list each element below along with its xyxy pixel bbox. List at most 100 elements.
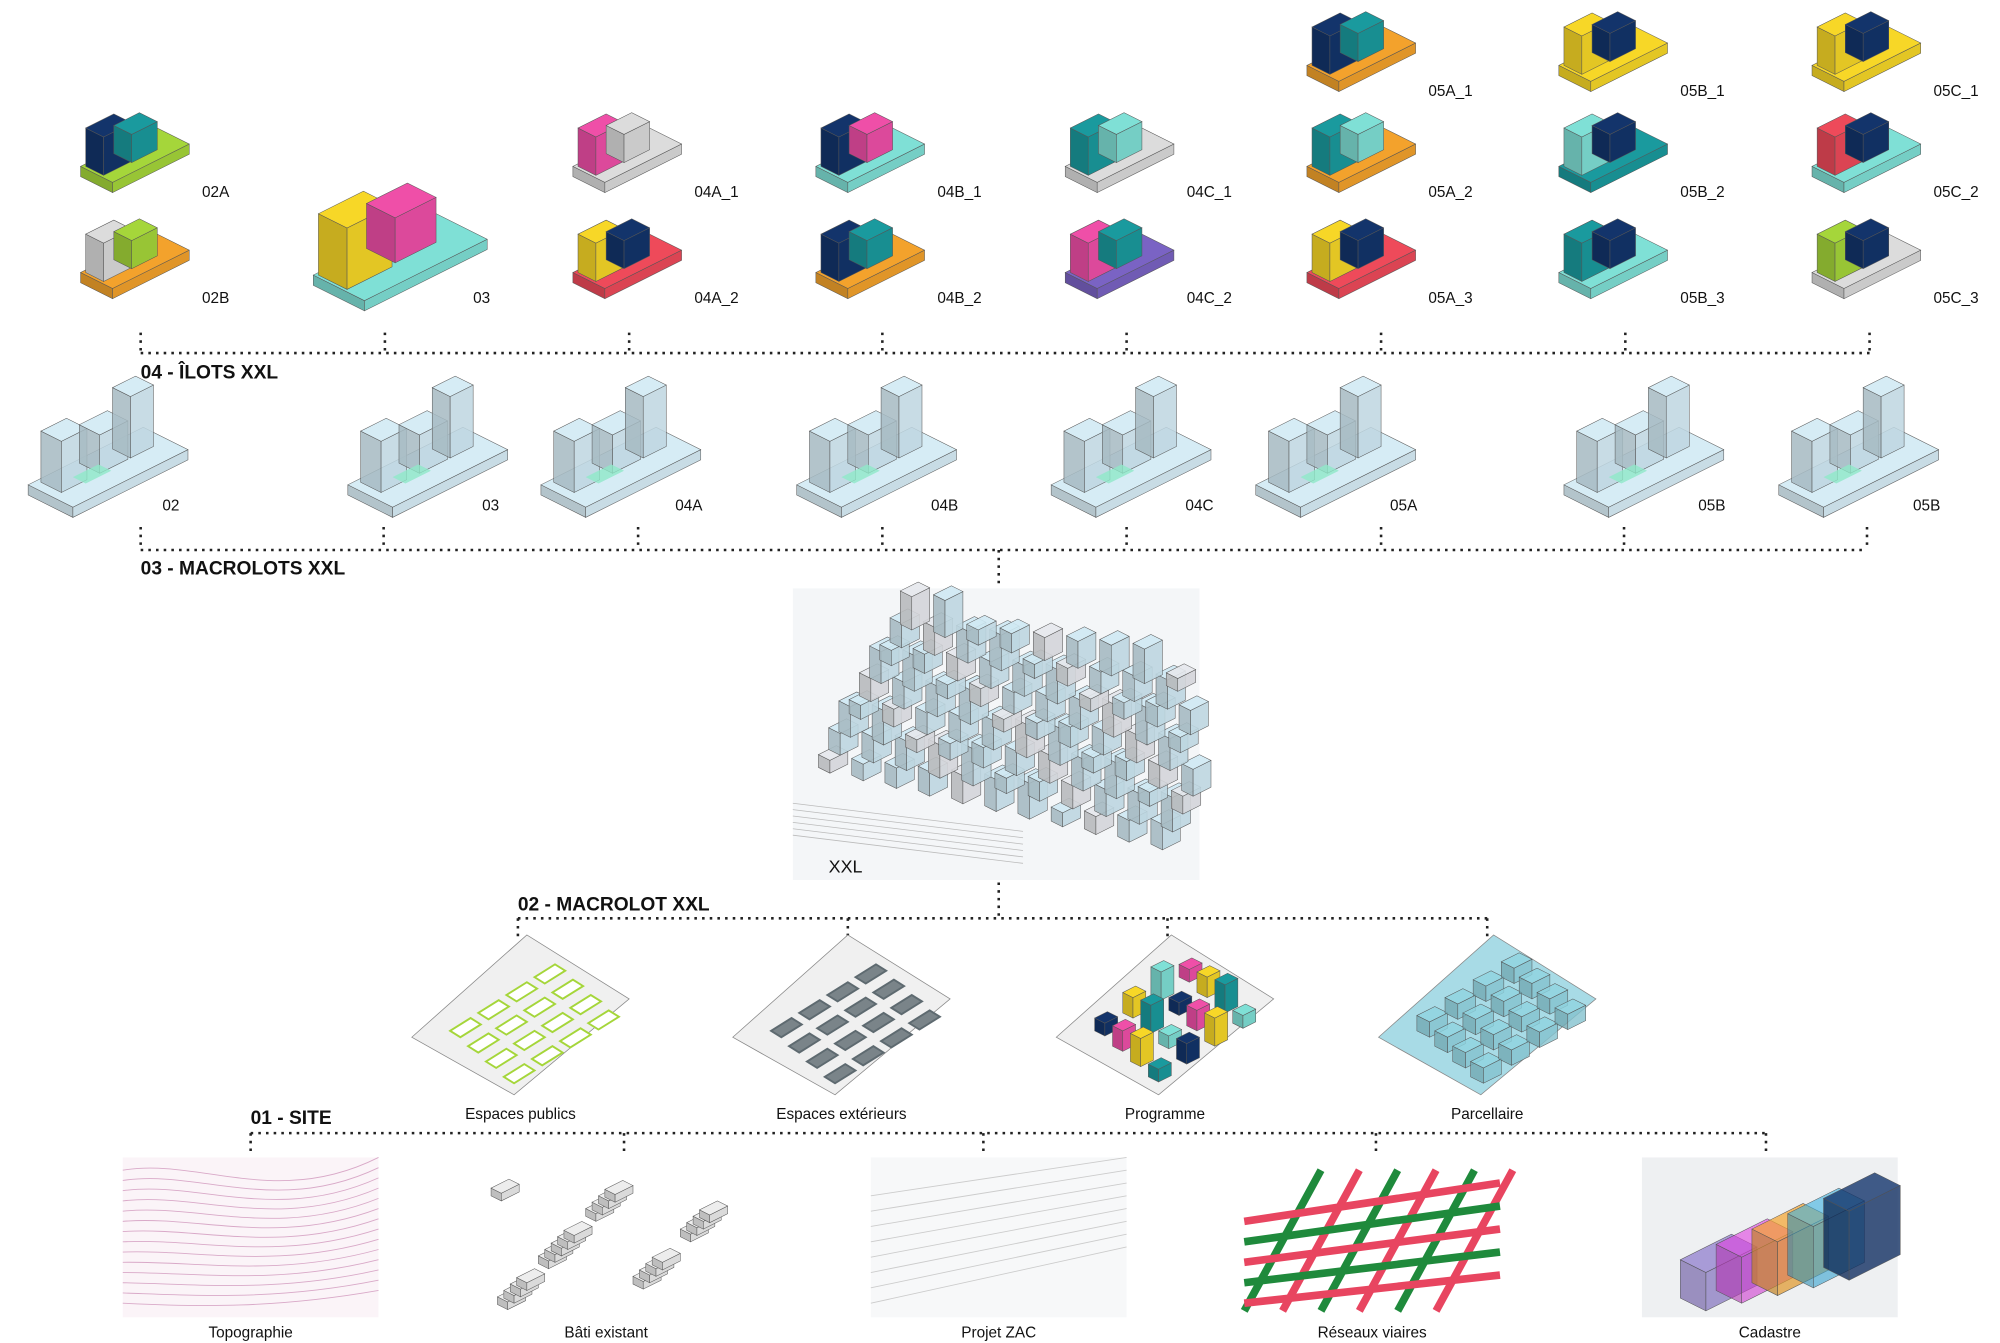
block-face: [1518, 967, 1551, 984]
block-face: [516, 1268, 546, 1284]
site-layer-label: Topographie: [208, 1325, 292, 1342]
plot-cell: [805, 1047, 840, 1070]
block-face: [1094, 1011, 1119, 1024]
ilot-label: 04A_2: [694, 290, 738, 307]
block-face: [1032, 622, 1064, 638]
plot-base: [411, 934, 630, 1096]
macrolot-label: 04B: [931, 497, 958, 514]
macrolot-title: 02 - MACROLOT XXL: [518, 895, 710, 916]
green-space: [1300, 464, 1339, 484]
block-face: [1196, 965, 1221, 978]
block-face: [848, 112, 894, 135]
block-face: [130, 384, 154, 459]
road: [1240, 1168, 1325, 1313]
block-face: [1339, 11, 1385, 34]
macrolots-title: 03 - MACROLOTS XXL: [141, 558, 346, 579]
ilot-illustration: [79, 112, 190, 194]
block-face: [1339, 387, 1359, 459]
block-face: [113, 112, 158, 135]
block-face: [1111, 1019, 1137, 1032]
block-face: [1822, 1172, 1901, 1212]
ilot-illustration: [1306, 218, 1417, 300]
block-face: [1880, 384, 1905, 459]
plot-cell: [530, 1045, 565, 1067]
site-layer-label: Bâti existant: [564, 1325, 648, 1342]
block-face: [1134, 375, 1178, 397]
macrolot-layer-label: Espaces publics: [465, 1106, 576, 1123]
block-face: [1536, 983, 1569, 1000]
block-face: [1647, 375, 1690, 397]
connectors: [139, 332, 1871, 1157]
macrolot-layer-illustration: [411, 934, 630, 1096]
ilot-illustration: [1558, 11, 1669, 92]
street: [870, 1195, 1127, 1243]
contour: [122, 1238, 379, 1257]
block-face: [113, 218, 158, 241]
street: [870, 1220, 1127, 1273]
ilot-label: 05C_3: [1934, 290, 1979, 307]
contour: [122, 1269, 379, 1286]
macrolot-label: 03: [482, 497, 499, 514]
labels: 04 - ÎLOTS XXL 03 - MACROLOTS XXL 02 - M…: [141, 83, 1979, 1342]
plot-cell: [558, 1027, 593, 1049]
block-face: [1554, 998, 1587, 1015]
block-face: [365, 182, 437, 219]
plot-cell: [879, 1027, 914, 1049]
ilot-label: 05C_2: [1934, 184, 1979, 201]
ilot-illustration: [1811, 218, 1922, 300]
block-face: [1135, 387, 1154, 459]
block-face: [1132, 634, 1163, 650]
plot-cell: [494, 1014, 529, 1036]
street: [870, 1169, 1127, 1212]
road: [1243, 1202, 1501, 1246]
block-face: [1140, 993, 1165, 1006]
block-face: [899, 581, 931, 597]
block-face: [1862, 387, 1882, 459]
block-face: [1500, 952, 1533, 969]
ilot-illustration: [572, 218, 683, 300]
ilot-label: 05B_2: [1680, 184, 1724, 201]
plot-cell: [889, 993, 924, 1016]
street: [870, 1156, 1127, 1197]
road: [1243, 1271, 1501, 1308]
ilot-illustration: [1064, 218, 1175, 300]
block-face: [1099, 639, 1112, 677]
rail: [792, 828, 1024, 858]
block-face: [698, 1200, 729, 1216]
block-face: [1097, 218, 1143, 241]
block-face: [1097, 112, 1143, 135]
plot-cell: [476, 999, 511, 1021]
contour: [122, 1187, 379, 1210]
contour: [122, 1177, 379, 1200]
block-face: [880, 375, 923, 397]
macrolot-illustration: [347, 375, 509, 518]
site-title: 01 - SITE: [251, 1108, 332, 1129]
block-face: [625, 387, 644, 459]
ilot-illustration: [815, 112, 926, 194]
block-face: [1791, 430, 1813, 493]
plot-cell: [787, 1032, 822, 1054]
ilot-label: 05C_1: [1934, 83, 1979, 100]
contour: [122, 1228, 379, 1248]
plot-cell: [484, 1047, 519, 1070]
green-space: [72, 464, 112, 484]
ilot-label: 04C_2: [1187, 290, 1232, 307]
contour: [122, 1167, 379, 1191]
macrolot-illustration: [1050, 375, 1212, 518]
block-face: [966, 614, 997, 631]
street: [870, 1208, 1127, 1258]
ilots-title: 04 - ÎLOTS XXL: [141, 362, 279, 384]
block-face: [1175, 1031, 1201, 1044]
macrolot-illustration: [1778, 375, 1940, 518]
rail: [792, 815, 1024, 845]
contour: [122, 1157, 379, 1182]
contour: [122, 1289, 379, 1307]
block-face: [624, 375, 667, 397]
block-face: [1129, 1026, 1155, 1039]
green-space: [841, 464, 880, 484]
ilot-label: 04A_1: [694, 184, 738, 201]
site-layer-label: Réseaux viaires: [1318, 1325, 1427, 1342]
block-face: [553, 430, 575, 493]
macrolot-layer-label: Programme: [1125, 1106, 1205, 1123]
